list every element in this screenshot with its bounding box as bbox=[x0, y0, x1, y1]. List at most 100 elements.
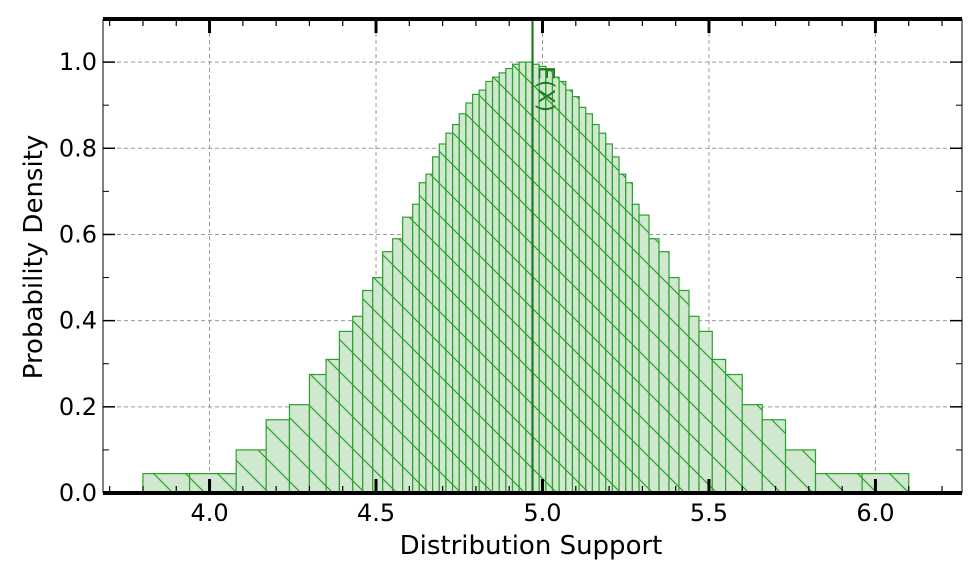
bar-hatch bbox=[571, 95, 580, 494]
histogram-bar-24 bbox=[478, 89, 487, 494]
bar-hatch bbox=[362, 289, 374, 494]
bar-hatch bbox=[425, 173, 434, 494]
x-tick-label-2: 5.0 bbox=[523, 499, 561, 527]
bar-hatch bbox=[308, 373, 327, 494]
bar-hatch bbox=[451, 123, 460, 494]
bar-hatch bbox=[432, 156, 440, 494]
bar-hatch bbox=[382, 251, 394, 494]
bar-hatch bbox=[438, 143, 447, 494]
x-tick-label-0: 4.0 bbox=[190, 499, 228, 527]
histogram-bar-60 bbox=[814, 473, 863, 494]
bar-hatch bbox=[352, 315, 364, 494]
bar-hatch bbox=[392, 238, 404, 494]
bar-hatch bbox=[625, 182, 633, 494]
histogram-bar-51 bbox=[668, 276, 680, 494]
histogram-bar-28 bbox=[505, 67, 514, 494]
histogram-bar-16 bbox=[425, 173, 434, 494]
expected-value-marker: E(X) bbox=[531, 19, 558, 493]
histogram-bar-44 bbox=[611, 156, 620, 494]
histogram-bar-1 bbox=[188, 473, 237, 494]
histogram-bar-43 bbox=[605, 143, 614, 494]
histogram-bar-8 bbox=[352, 315, 364, 494]
bar-hatch bbox=[288, 404, 311, 494]
histogram-bar-26 bbox=[491, 76, 500, 494]
y-tick-label-0: 0.0 bbox=[59, 479, 97, 507]
histogram-bar-59 bbox=[784, 449, 817, 494]
y-tick-label-4: 0.8 bbox=[59, 134, 97, 162]
histogram-bar-45 bbox=[618, 173, 627, 494]
bar-hatch bbox=[338, 330, 354, 494]
y-tick-label-5: 1.0 bbox=[59, 48, 97, 76]
bar-hatch bbox=[638, 214, 650, 494]
bar-hatch bbox=[491, 76, 500, 494]
bar-hatch bbox=[688, 315, 700, 494]
bar-hatch bbox=[142, 473, 191, 494]
y-tick-label-3: 0.6 bbox=[59, 220, 97, 248]
bar-hatch bbox=[658, 251, 670, 494]
bar-hatch bbox=[648, 238, 660, 494]
histogram-bar-11 bbox=[382, 251, 394, 494]
bar-hatch bbox=[545, 70, 554, 494]
bar-hatch bbox=[618, 173, 627, 494]
bar-hatch bbox=[265, 419, 291, 494]
histogram-bar-9 bbox=[362, 289, 374, 494]
histogram-bar-40 bbox=[585, 113, 594, 494]
histogram-bar-6 bbox=[325, 358, 340, 494]
histogram-bar-27 bbox=[498, 72, 507, 494]
bar-hatch bbox=[471, 93, 480, 494]
histogram-bar-13 bbox=[402, 216, 414, 494]
histogram-bar-22 bbox=[465, 102, 474, 494]
histogram-bar-29 bbox=[511, 63, 520, 494]
bar-hatch bbox=[505, 67, 514, 494]
bar-hatch bbox=[188, 473, 237, 494]
bar-hatch bbox=[861, 473, 910, 494]
bar-hatch bbox=[631, 203, 640, 494]
histogram-bar-4 bbox=[288, 404, 311, 494]
bar-hatch bbox=[578, 106, 587, 494]
bar-hatch bbox=[485, 80, 494, 494]
x-tick-label-1: 4.5 bbox=[357, 499, 395, 527]
bar-hatch bbox=[518, 61, 527, 494]
bar-hatch bbox=[511, 63, 520, 494]
bar-hatch bbox=[585, 113, 594, 494]
bar-hatch bbox=[538, 65, 547, 494]
bar-hatch bbox=[678, 289, 690, 494]
bar-hatch bbox=[565, 89, 574, 494]
histogram-bar-15 bbox=[418, 182, 427, 494]
x-tick-label-4: 6.0 bbox=[856, 499, 894, 527]
bar-hatch bbox=[458, 113, 467, 494]
histogram-bar-42 bbox=[598, 132, 607, 494]
bar-hatch bbox=[372, 276, 384, 494]
bar-hatch bbox=[591, 123, 600, 494]
histogram-bar-49 bbox=[648, 238, 660, 494]
histogram-bar-38 bbox=[571, 95, 580, 494]
histogram-bar-36 bbox=[558, 80, 567, 494]
bar-hatch bbox=[402, 216, 414, 494]
bar-hatch bbox=[325, 358, 340, 494]
histogram-bar-41 bbox=[591, 123, 600, 494]
histogram-bar-53 bbox=[688, 315, 700, 494]
y-tick-label-1: 0.2 bbox=[59, 393, 97, 421]
bar-hatch bbox=[445, 132, 454, 494]
histogram-bar-55 bbox=[711, 358, 727, 494]
histogram-bar-21 bbox=[458, 113, 467, 494]
bar-hatch bbox=[611, 156, 620, 494]
histogram-bar-56 bbox=[725, 373, 743, 494]
histogram-bar-19 bbox=[445, 132, 454, 494]
histogram-bar-52 bbox=[678, 289, 690, 494]
histogram-bar-35 bbox=[551, 76, 560, 494]
histogram-bar-7 bbox=[338, 330, 354, 494]
bar-hatch bbox=[478, 89, 487, 494]
expected-value-label: E(X) bbox=[533, 66, 558, 112]
histogram-bar-47 bbox=[631, 203, 640, 494]
histogram-bar-25 bbox=[485, 80, 494, 494]
histogram-bar-18 bbox=[438, 143, 447, 494]
histogram-bar-10 bbox=[372, 276, 384, 494]
y-tick-label-2: 0.4 bbox=[59, 307, 97, 335]
axes bbox=[102, 17, 963, 495]
histogram-bar-57 bbox=[741, 404, 763, 494]
histogram-bar-58 bbox=[761, 419, 787, 494]
histogram-bar-34 bbox=[545, 70, 554, 494]
bar-hatch bbox=[784, 449, 817, 494]
